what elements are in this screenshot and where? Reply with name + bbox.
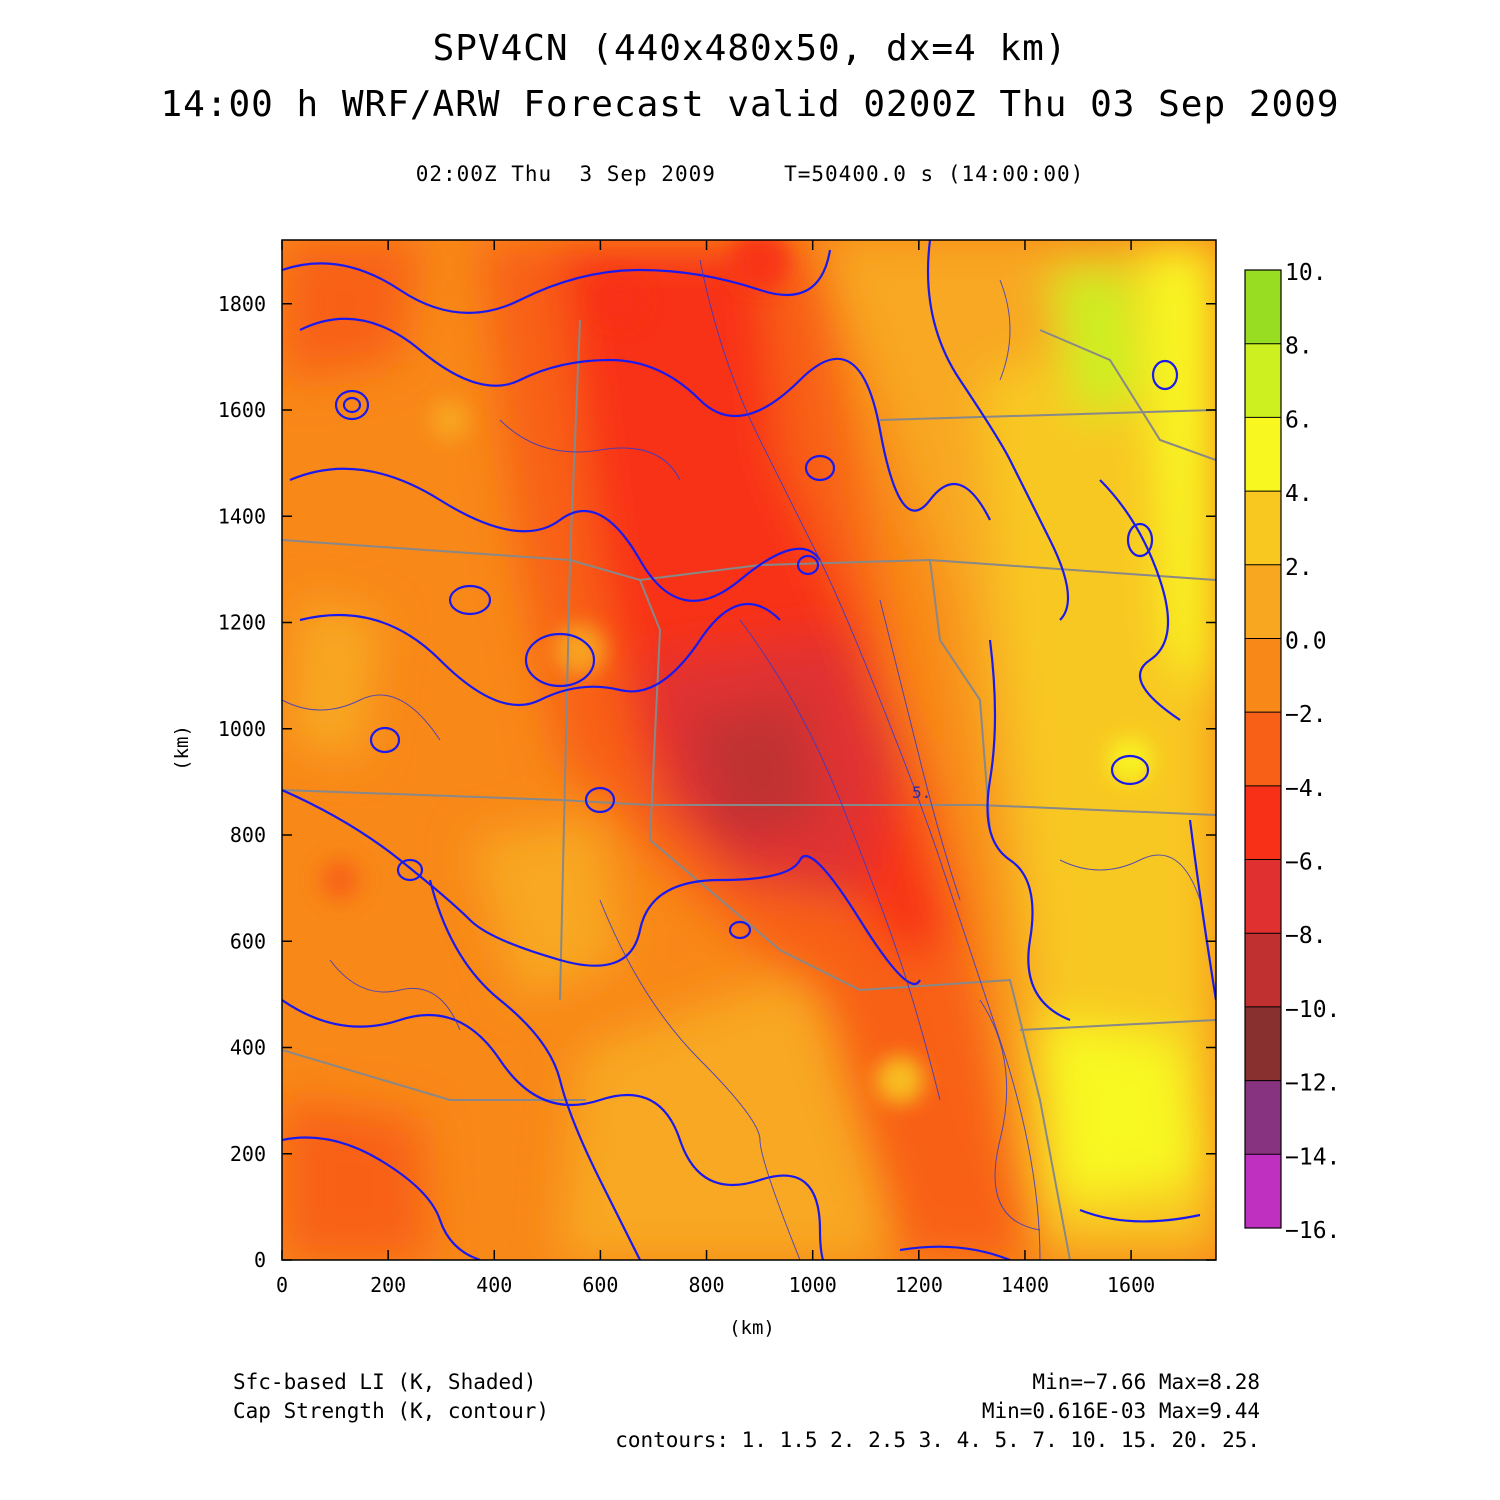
y-tick-label: 1000 — [218, 717, 266, 741]
colorbar-segment — [1245, 417, 1281, 492]
y-tick-label: 1600 — [218, 398, 266, 422]
contour-min-max: Min=0.616E-03 Max=9.44 — [981, 1399, 1260, 1423]
y-tick-label: 800 — [230, 823, 266, 847]
x-tick-label: 200 — [370, 1273, 406, 1297]
colorbar-segment — [1245, 491, 1281, 566]
x-tick-label: 800 — [688, 1273, 724, 1297]
cap-strength-contours — [282, 240, 1216, 1260]
y-tick-label: 200 — [230, 1142, 266, 1166]
colorbar-segment — [1245, 785, 1281, 861]
colorbar-label: 8. — [1285, 334, 1313, 360]
x-tick-label: 600 — [582, 1273, 618, 1297]
colorbar-segment — [1245, 564, 1281, 639]
y-tick-label: 1400 — [218, 504, 266, 528]
y-tick-label: 400 — [230, 1036, 266, 1060]
x-tick-label: 0 — [276, 1273, 288, 1297]
colorbar-segment — [1245, 1154, 1281, 1229]
y-axis-label: (km) — [171, 725, 193, 771]
colorbar-label: 10. — [1285, 260, 1327, 286]
colorbar-label: −8. — [1285, 923, 1327, 949]
y-tick-label: 600 — [230, 929, 266, 953]
x-tick-label: 1400 — [1001, 1273, 1049, 1297]
colorbar-label: −10. — [1285, 997, 1340, 1023]
contour-field-label: Cap Strength (K, contour) — [233, 1399, 550, 1423]
chart-time-stamp: 02:00Z Thu 3 Sep 2009 T=50400.0 s (14:00… — [415, 162, 1085, 186]
y-tick-label: 1800 — [218, 292, 266, 316]
colorbar-label: −14. — [1285, 1144, 1340, 1170]
colorbar-segment — [1245, 1080, 1281, 1155]
colorbar-label: −4. — [1285, 776, 1327, 802]
state-boundaries — [282, 319, 1216, 1260]
colorbar-segment — [1245, 933, 1281, 1008]
contour-label: 5. — [912, 783, 931, 802]
colorbar-label: 2. — [1285, 555, 1313, 581]
x-tick-label: 400 — [476, 1273, 512, 1297]
chart-title: SPV4CN (440x480x50, dx=4 km) — [432, 28, 1068, 69]
colorbar-segment — [1245, 638, 1281, 713]
colorbar-label: −6. — [1285, 850, 1327, 876]
y-tick-label: 0 — [254, 1248, 266, 1272]
colorbar: 10. 8. 6. 4. 2. 0.0 −2. −4. −6. −8. −10. −12. −14. −1… — [1244, 260, 1340, 1244]
x-tick-label: 1600 — [1107, 1273, 1155, 1297]
y-axis: 0 200 400 600 800 1000 1200 1400 1600 1800 — [218, 292, 1216, 1272]
shaded-min-max: Min=−7.66 Max=8.28 — [1032, 1370, 1260, 1394]
chart-subtitle-forecast: 14:00 h WRF/ARW Forecast valid 0200Z Thu… — [160, 84, 1340, 125]
x-tick-label: 1000 — [789, 1273, 837, 1297]
colorbar-segment — [1245, 1006, 1281, 1082]
colorbar-label: 4. — [1285, 481, 1313, 507]
colorbar-label: 0.0 — [1285, 628, 1327, 654]
colorbar-segment — [1245, 343, 1281, 418]
shaded-field-label: Sfc-based LI (K, Shaded) — [233, 1370, 537, 1394]
colorbar-label: −2. — [1285, 702, 1327, 728]
x-axis: 0 200 400 600 800 1000 1200 1400 1600 — [276, 240, 1155, 1297]
colorbar-segment — [1245, 270, 1281, 345]
li-shaded-field: 5. — [282, 240, 1216, 1260]
colorbar-label: −16. — [1285, 1218, 1340, 1244]
y-tick-label: 1200 — [218, 611, 266, 635]
plot-frame — [281, 239, 1217, 1261]
colorbar-label: 6. — [1285, 407, 1313, 433]
colorbar-segment — [1245, 859, 1281, 934]
x-tick-label: 1200 — [895, 1273, 943, 1297]
colorbar-segment — [1245, 712, 1281, 787]
cap-strength-contours-thin — [282, 259, 1201, 1260]
colorbar-label: −12. — [1285, 1071, 1340, 1097]
contour-levels: contours: 1. 1.5 2. 2.5 3. 4. 5. 7. 10. … — [615, 1428, 1260, 1452]
x-axis-label: (km) — [729, 1317, 775, 1339]
